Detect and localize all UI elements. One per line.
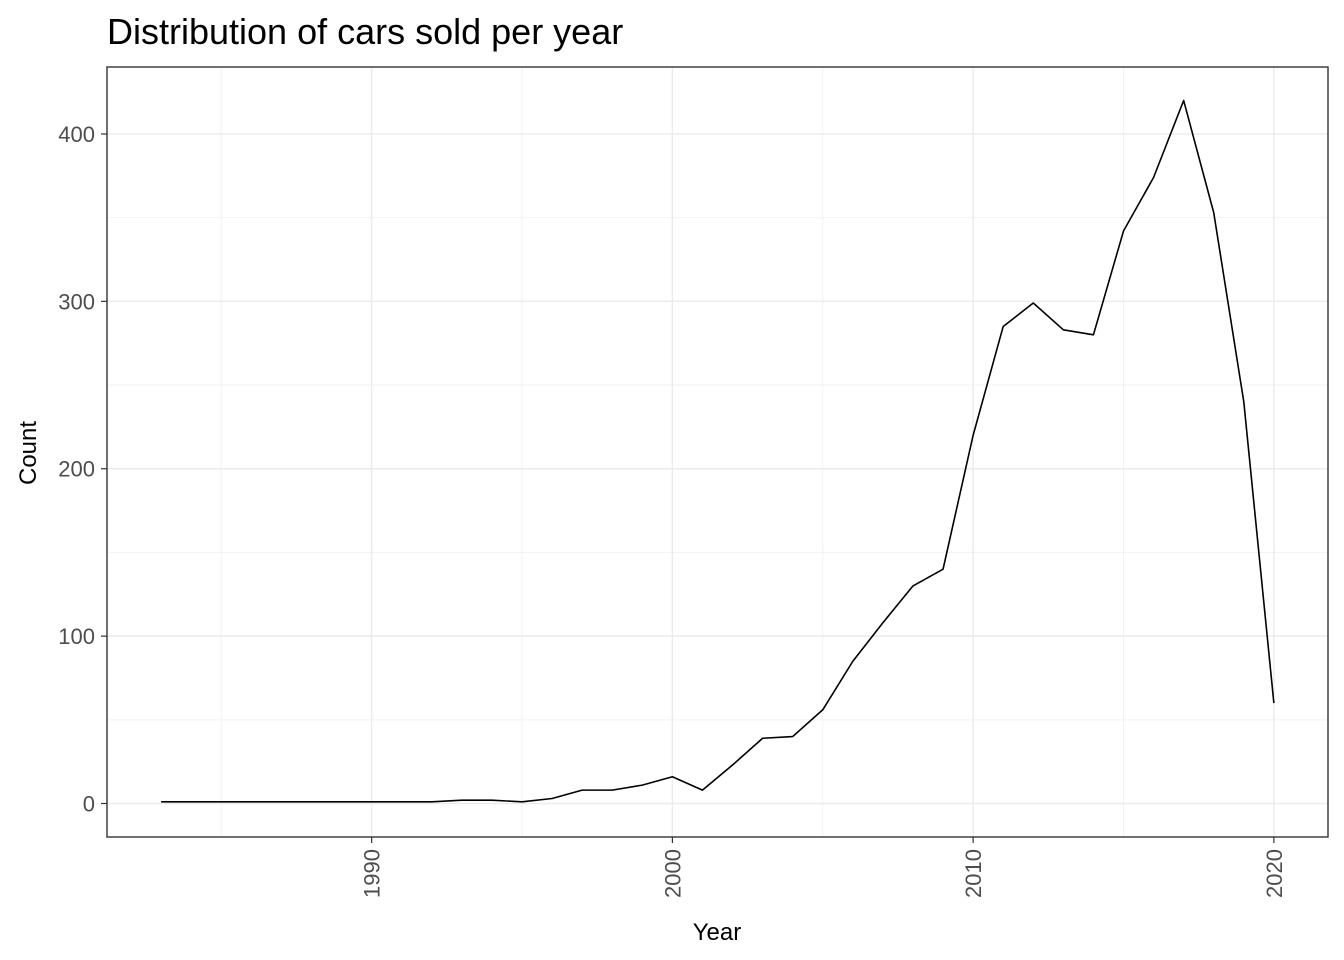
y-axis-title: Count — [15, 421, 42, 485]
major-grid — [107, 67, 1328, 837]
minor-grid — [107, 67, 1328, 837]
x-axis-title: Year — [693, 919, 742, 946]
y-axis: 0 100 200 300 400 — [58, 122, 107, 817]
x-axis: 1990 2000 2010 2020 — [360, 837, 1287, 898]
y-tick-label: 100 — [58, 624, 95, 649]
x-tick-label: 2000 — [660, 849, 685, 898]
x-tick-label: 1990 — [360, 849, 385, 898]
y-tick-label: 400 — [58, 122, 95, 147]
plot-panel-border — [106, 66, 1329, 838]
x-tick-label: 2020 — [1262, 849, 1287, 898]
y-tick-label: 0 — [83, 792, 95, 817]
y-tick-label: 300 — [58, 289, 95, 314]
series-line — [161, 99, 1275, 803]
x-tick-label: 2010 — [961, 849, 986, 898]
y-tick-label: 200 — [58, 457, 95, 482]
chart-title: Distribution of cars sold per year — [107, 11, 623, 52]
